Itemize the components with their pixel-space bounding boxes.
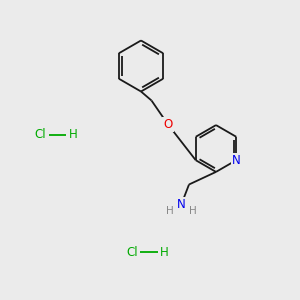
Text: Cl: Cl <box>35 128 46 142</box>
Text: O: O <box>164 118 172 131</box>
Text: N: N <box>232 154 241 167</box>
Text: Cl: Cl <box>126 245 138 259</box>
Text: H: H <box>160 245 169 259</box>
Text: N: N <box>177 197 186 211</box>
Text: H: H <box>189 206 197 216</box>
Text: H: H <box>166 206 174 216</box>
Text: H: H <box>68 128 77 142</box>
